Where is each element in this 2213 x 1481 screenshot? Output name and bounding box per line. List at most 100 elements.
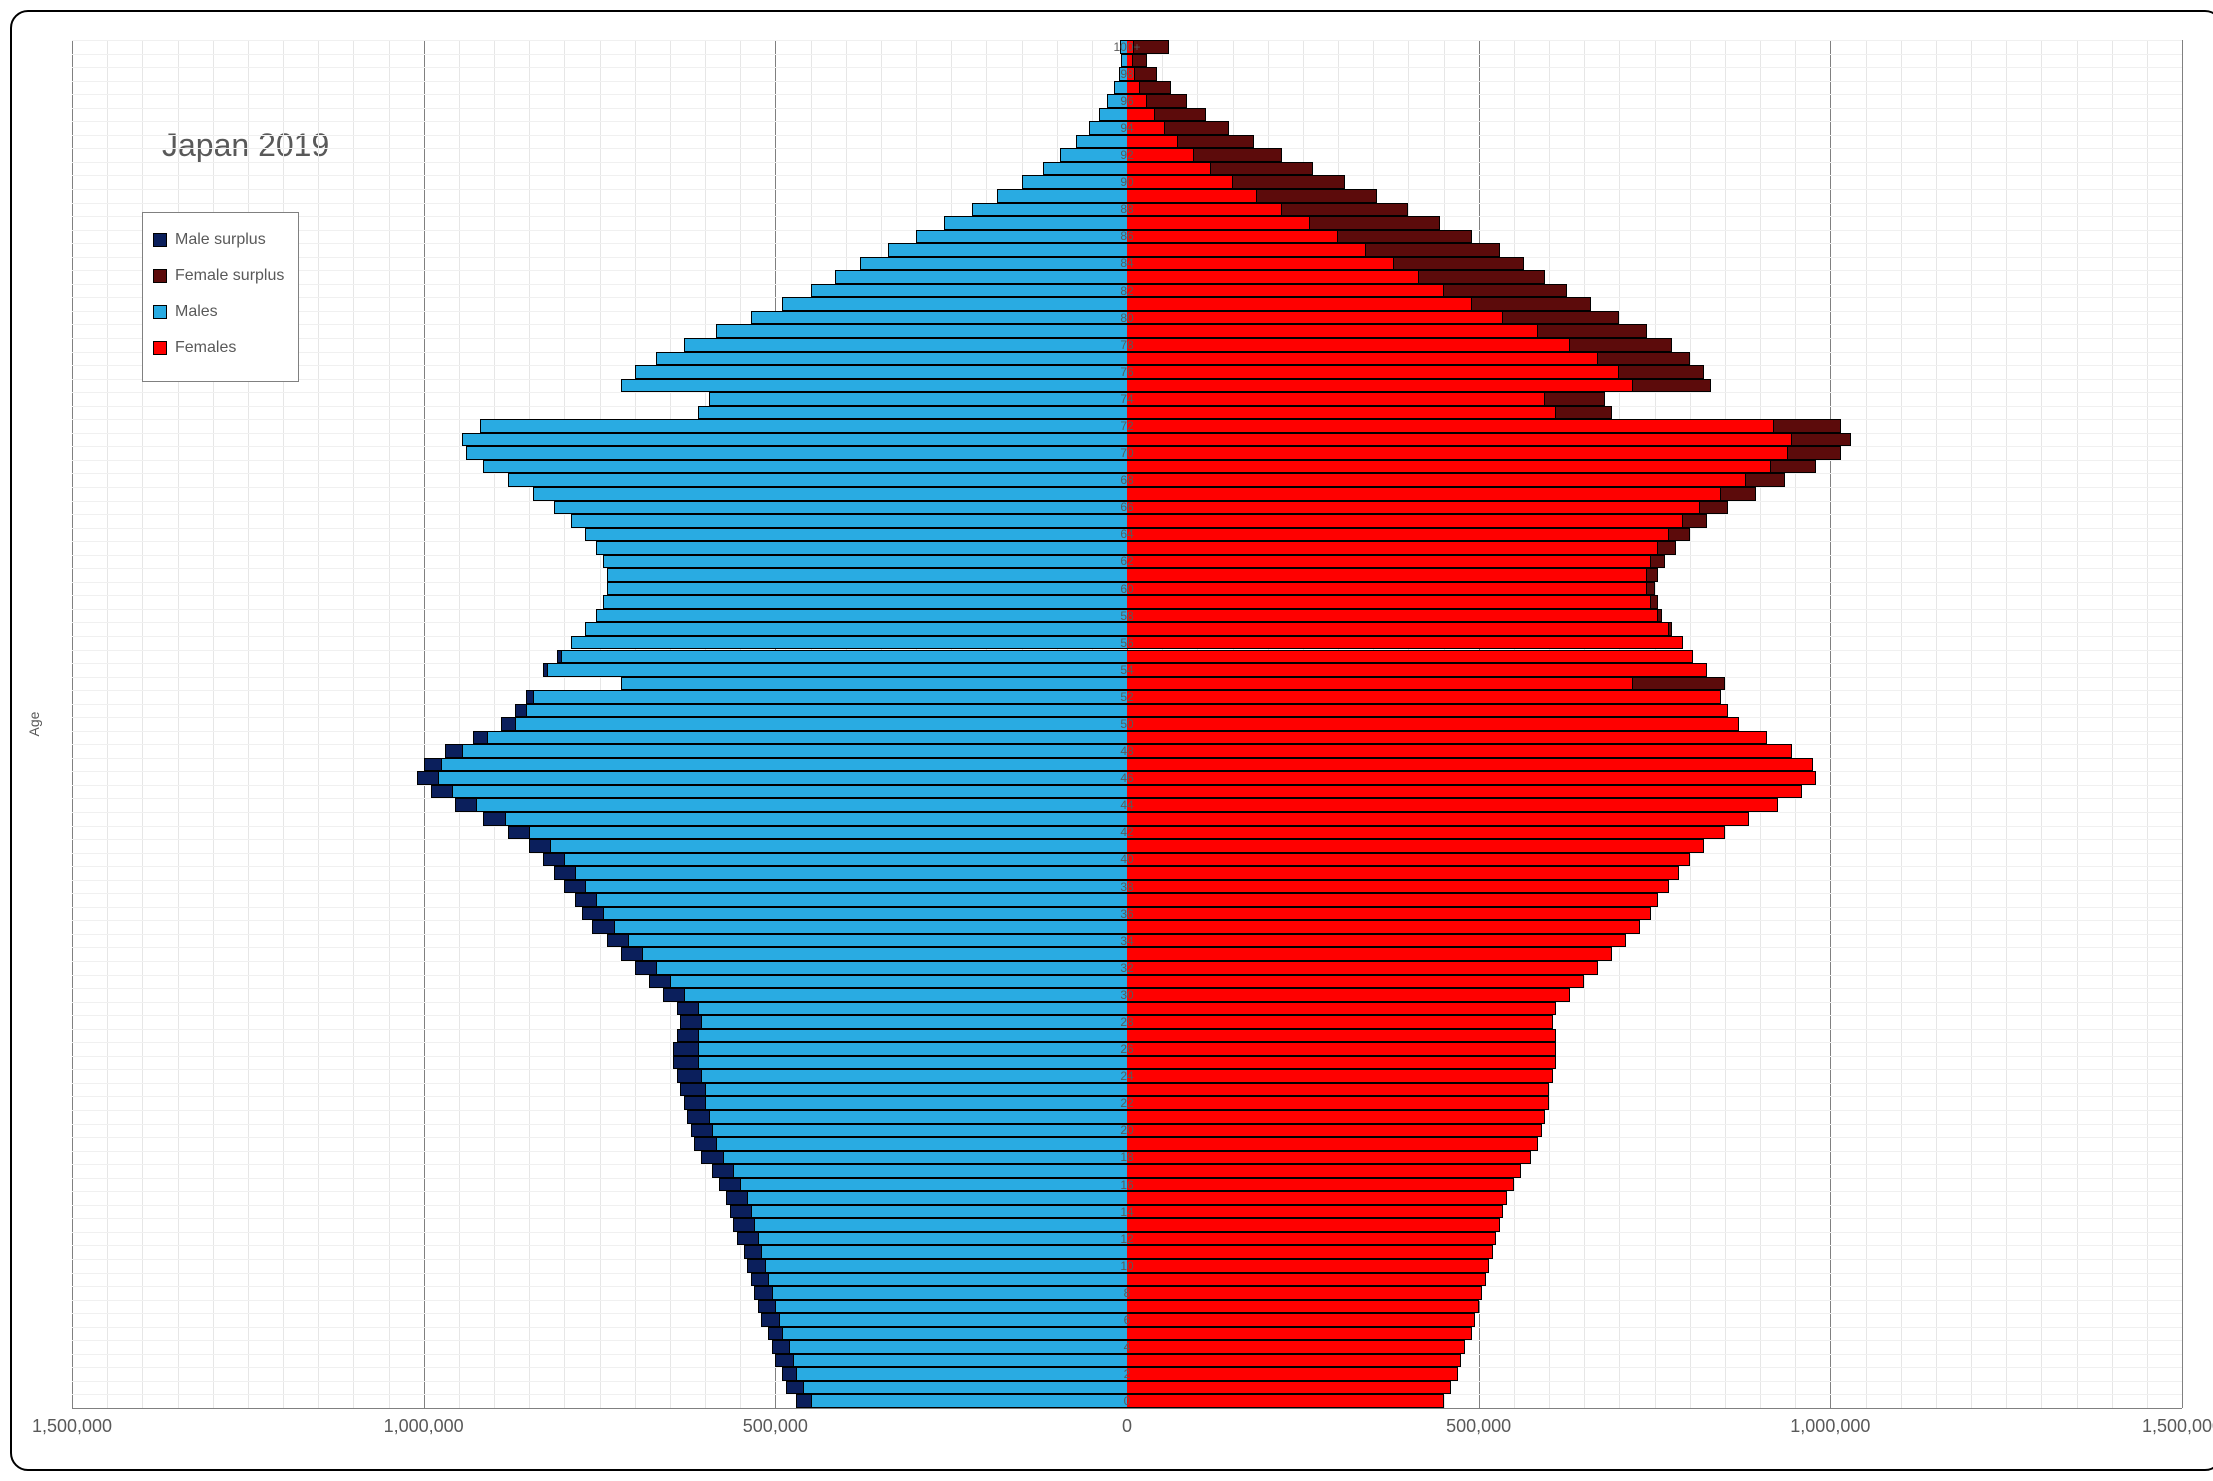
females-bar (1127, 162, 1211, 176)
females-bar (1127, 988, 1570, 1002)
males-bar (614, 920, 1127, 934)
males-bar (585, 528, 1127, 542)
age-row (72, 1164, 2182, 1178)
age-row (72, 1015, 2182, 1029)
age-row (72, 324, 2182, 338)
females-bar (1127, 1002, 1556, 1016)
males-bar (596, 541, 1127, 555)
females-bar (1127, 94, 1147, 108)
females-bar (1127, 1191, 1507, 1205)
age-row (72, 758, 2182, 772)
legend-label: Males (175, 303, 218, 321)
females-bar (1127, 1056, 1556, 1070)
males-bar (944, 216, 1127, 230)
age-row (72, 338, 2182, 352)
age-row (72, 216, 2182, 230)
age-row (72, 257, 2182, 271)
age-row (72, 297, 2182, 311)
males-bar (916, 230, 1127, 244)
males-bar (585, 880, 1127, 894)
females-bar (1127, 1029, 1556, 1043)
age-row (72, 473, 2182, 487)
age-row (72, 1205, 2182, 1219)
males-bar (505, 812, 1127, 826)
age-row (72, 189, 2182, 203)
age-row (72, 406, 2182, 420)
age-row (72, 379, 2182, 393)
males-bar (642, 947, 1127, 961)
age-row (72, 1056, 2182, 1070)
legend-label: Male surplus (175, 231, 266, 249)
females-bar (1127, 812, 1749, 826)
males-bar (698, 1029, 1127, 1043)
age-row (72, 826, 2182, 840)
males-bar (452, 785, 1127, 799)
females-bar (1127, 677, 1633, 691)
females-bar (1127, 1069, 1553, 1083)
age-row (72, 67, 2182, 81)
females-bar (1127, 419, 1774, 433)
males-bar (779, 1313, 1127, 1327)
males-bar (533, 487, 1127, 501)
males-bar (997, 189, 1127, 203)
age-row (72, 54, 2182, 68)
females-bar (1127, 826, 1725, 840)
males-bar (515, 717, 1127, 731)
age-row (72, 1286, 2182, 1300)
females-bar (1127, 1178, 1514, 1192)
age-row (72, 717, 2182, 731)
age-row (72, 446, 2182, 460)
age-row (72, 1096, 2182, 1110)
males-bar (462, 433, 1127, 447)
age-row (72, 947, 2182, 961)
males-bar (765, 1259, 1127, 1273)
males-bar (860, 257, 1127, 271)
age-row (72, 988, 2182, 1002)
females-bar (1127, 1151, 1531, 1165)
males-bar (438, 771, 1127, 785)
males-bar (1076, 135, 1127, 149)
females-bar (1127, 1096, 1549, 1110)
males-bar (1107, 94, 1127, 108)
age-row (72, 1354, 2182, 1368)
grid-major (2182, 40, 2183, 1408)
chart-frame: Age Japan 2019 0246810121416182022242628… (10, 10, 2213, 1471)
females-bar (1127, 1367, 1458, 1381)
age-row (72, 121, 2182, 135)
females-bar (1127, 1313, 1475, 1327)
males-bar (835, 270, 1127, 284)
age-row (72, 270, 2182, 284)
age-row (72, 1381, 2182, 1395)
age-row (72, 1300, 2182, 1314)
females-bar (1127, 1042, 1556, 1056)
age-row (72, 731, 2182, 745)
males-bar (684, 338, 1127, 352)
males-bar (888, 243, 1127, 257)
females-bar (1127, 433, 1792, 447)
x-tick-label: 500,000 (1446, 1416, 1511, 1437)
age-row (72, 880, 2182, 894)
females-bar (1127, 1110, 1545, 1124)
females-bar (1127, 54, 1133, 68)
males-bar (768, 1273, 1127, 1287)
legend-swatch (153, 269, 167, 283)
females-bar (1127, 650, 1693, 664)
males-bar (761, 1245, 1127, 1259)
age-row (72, 555, 2182, 569)
females-bar (1127, 501, 1700, 515)
age-row (72, 352, 2182, 366)
age-row (72, 663, 2182, 677)
females-bar (1127, 893, 1658, 907)
females-bar (1127, 663, 1707, 677)
males-bar (607, 568, 1127, 582)
age-row (72, 1124, 2182, 1138)
females-bar (1127, 40, 1134, 54)
females-bar (1127, 1245, 1493, 1259)
age-row (72, 798, 2182, 812)
age-row (72, 1273, 2182, 1287)
males-bar (603, 595, 1127, 609)
males-bar (603, 555, 1127, 569)
males-bar (621, 379, 1127, 393)
males-bar (462, 744, 1127, 758)
females-bar (1127, 975, 1584, 989)
